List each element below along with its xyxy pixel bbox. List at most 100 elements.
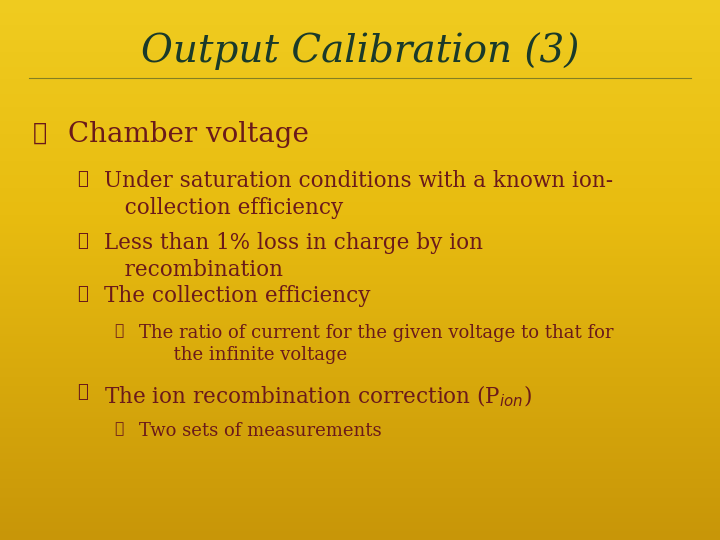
Bar xyxy=(0,511,720,513)
Bar xyxy=(0,36,720,38)
Bar xyxy=(0,132,720,133)
Bar xyxy=(0,200,720,202)
Bar xyxy=(0,356,720,357)
Bar xyxy=(0,244,720,246)
Bar xyxy=(0,40,720,42)
Bar xyxy=(0,365,720,367)
Bar xyxy=(0,227,720,230)
Bar xyxy=(0,298,720,300)
Bar xyxy=(0,455,720,457)
Bar xyxy=(0,117,720,119)
Bar xyxy=(0,284,720,285)
Bar xyxy=(0,313,720,314)
Bar xyxy=(0,428,720,430)
Bar xyxy=(0,49,720,51)
Bar xyxy=(0,414,720,415)
Bar xyxy=(0,327,720,329)
Bar xyxy=(0,384,720,387)
Bar xyxy=(0,538,720,540)
Bar xyxy=(0,199,720,200)
Bar xyxy=(0,246,720,247)
Bar xyxy=(0,399,720,401)
Bar xyxy=(0,520,720,522)
Bar xyxy=(0,352,720,354)
Bar xyxy=(0,121,720,123)
Bar xyxy=(0,112,720,114)
Bar xyxy=(0,533,720,535)
Bar xyxy=(0,27,720,29)
Bar xyxy=(0,489,720,491)
Bar xyxy=(0,535,720,536)
Bar xyxy=(0,63,720,65)
Bar xyxy=(0,282,720,284)
Bar xyxy=(0,397,720,399)
Bar xyxy=(0,70,720,72)
Bar xyxy=(0,529,720,531)
Bar xyxy=(0,175,720,177)
Bar xyxy=(0,103,720,105)
Text: Two sets of measurements: Two sets of measurements xyxy=(139,422,382,440)
Bar xyxy=(0,92,720,94)
Bar xyxy=(0,522,720,524)
Bar xyxy=(0,287,720,289)
Bar xyxy=(0,376,720,377)
Bar xyxy=(0,444,720,446)
Bar xyxy=(0,468,720,470)
Bar xyxy=(0,305,720,307)
Bar xyxy=(0,477,720,478)
Bar xyxy=(0,116,720,117)
Bar xyxy=(0,109,720,110)
Bar xyxy=(0,491,720,493)
Bar xyxy=(0,394,720,395)
Text: Chamber voltage: Chamber voltage xyxy=(68,122,310,148)
Bar xyxy=(0,25,720,27)
Bar xyxy=(0,381,720,383)
Bar xyxy=(0,318,720,320)
Bar xyxy=(0,15,720,16)
Bar xyxy=(0,123,720,125)
Bar xyxy=(0,54,720,56)
Text: ✱: ✱ xyxy=(77,383,89,401)
Bar xyxy=(0,110,720,112)
Bar xyxy=(0,150,720,152)
Bar xyxy=(0,119,720,121)
Bar xyxy=(0,29,720,31)
Bar xyxy=(0,505,720,508)
Bar xyxy=(0,59,720,62)
Bar xyxy=(0,497,720,498)
Bar xyxy=(0,130,720,132)
Bar xyxy=(0,484,720,486)
Bar xyxy=(0,90,720,92)
Bar xyxy=(0,204,720,206)
Bar xyxy=(0,253,720,255)
Bar xyxy=(0,180,720,183)
Bar xyxy=(0,307,720,309)
Bar xyxy=(0,249,720,251)
Bar xyxy=(0,164,720,166)
Bar xyxy=(0,437,720,439)
Bar xyxy=(0,74,720,76)
Bar xyxy=(0,278,720,280)
Bar xyxy=(0,372,720,374)
Bar xyxy=(0,161,720,163)
Bar xyxy=(0,235,720,237)
Bar xyxy=(0,137,720,139)
Bar xyxy=(0,258,720,260)
Bar xyxy=(0,451,720,453)
Bar xyxy=(0,208,720,210)
Bar xyxy=(0,143,720,145)
Bar xyxy=(0,323,720,325)
Bar xyxy=(0,188,720,190)
Bar xyxy=(0,153,720,156)
Bar xyxy=(0,76,720,78)
Bar xyxy=(0,72,720,74)
Bar xyxy=(0,210,720,211)
Bar xyxy=(0,78,720,79)
Bar xyxy=(0,99,720,101)
Bar xyxy=(0,360,720,361)
Bar xyxy=(0,106,720,109)
Bar xyxy=(0,403,720,404)
Bar xyxy=(0,441,720,442)
Bar xyxy=(0,58,720,59)
Bar xyxy=(0,139,720,141)
